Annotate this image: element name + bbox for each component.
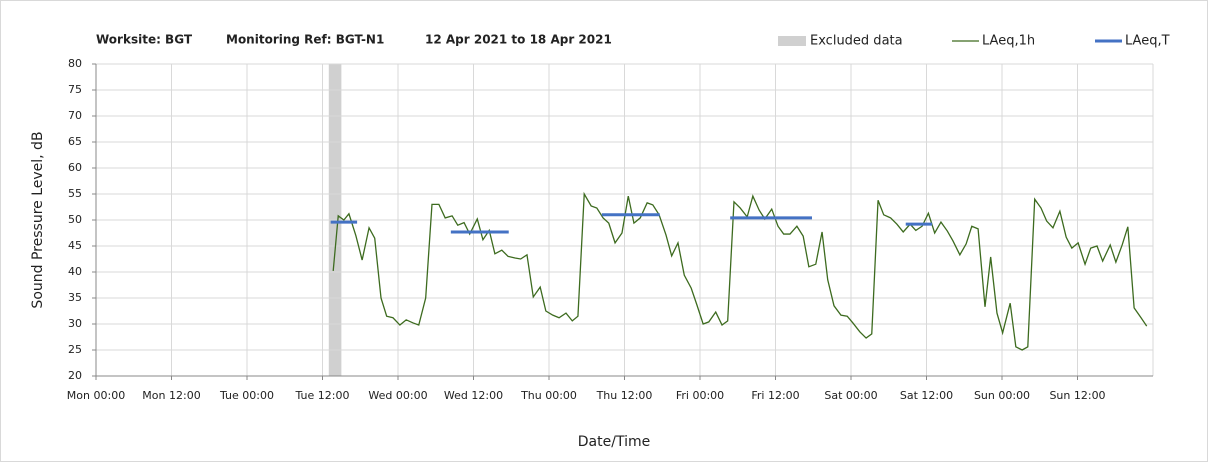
y-tick-label: 60 xyxy=(68,161,82,174)
y-tick-label: 65 xyxy=(68,135,82,148)
x-tick-label: Sat 00:00 xyxy=(824,389,877,402)
x-tick-label: Sun 12:00 xyxy=(1049,389,1105,402)
title-period: 12 Apr 2021 to 18 Apr 2021 xyxy=(425,33,612,47)
y-tick-label: 75 xyxy=(68,83,82,96)
y-tick-label: 45 xyxy=(68,239,82,252)
legend-swatch xyxy=(778,36,806,46)
y-tick-label: 50 xyxy=(68,213,82,226)
x-axis-label: Date/Time xyxy=(578,434,650,450)
y-tick-label: 30 xyxy=(68,317,82,330)
x-tick-label: Thu 12:00 xyxy=(596,389,653,402)
y-axis-label: Sound Pressure Level, dB xyxy=(30,131,46,308)
data-line xyxy=(332,191,1148,351)
y-tick-label: 20 xyxy=(68,369,82,382)
x-tick-label: Wed 00:00 xyxy=(368,389,427,402)
y-tick-label: 70 xyxy=(68,109,82,122)
title-ref: Monitoring Ref: BGT-N1 xyxy=(226,33,384,47)
x-tick-label: Tue 00:00 xyxy=(219,389,274,402)
x-tick-label: Wed 12:00 xyxy=(444,389,503,402)
x-tick-label: Sun 00:00 xyxy=(974,389,1030,402)
title-worksite: Worksite: BGT xyxy=(96,33,193,47)
y-tick-label: 40 xyxy=(68,265,82,278)
legend-label: LAeq,T xyxy=(1125,34,1170,49)
x-tick-label: Mon 12:00 xyxy=(142,389,200,402)
x-tick-label: Sat 12:00 xyxy=(900,389,953,402)
y-tick-label: 25 xyxy=(68,343,82,356)
x-tick-label: Mon 00:00 xyxy=(67,389,125,402)
x-tick-label: Tue 12:00 xyxy=(295,389,350,402)
y-tick-label: 55 xyxy=(68,187,82,200)
y-tick-label: 80 xyxy=(68,57,82,70)
legend-label: LAeq,1h xyxy=(982,34,1035,49)
legend-label: Excluded data xyxy=(810,34,903,49)
x-tick-label: Thu 00:00 xyxy=(520,389,577,402)
x-tick-label: Fri 00:00 xyxy=(676,389,724,402)
x-tick-label: Fri 12:00 xyxy=(751,389,799,402)
y-tick-label: 35 xyxy=(68,291,82,304)
